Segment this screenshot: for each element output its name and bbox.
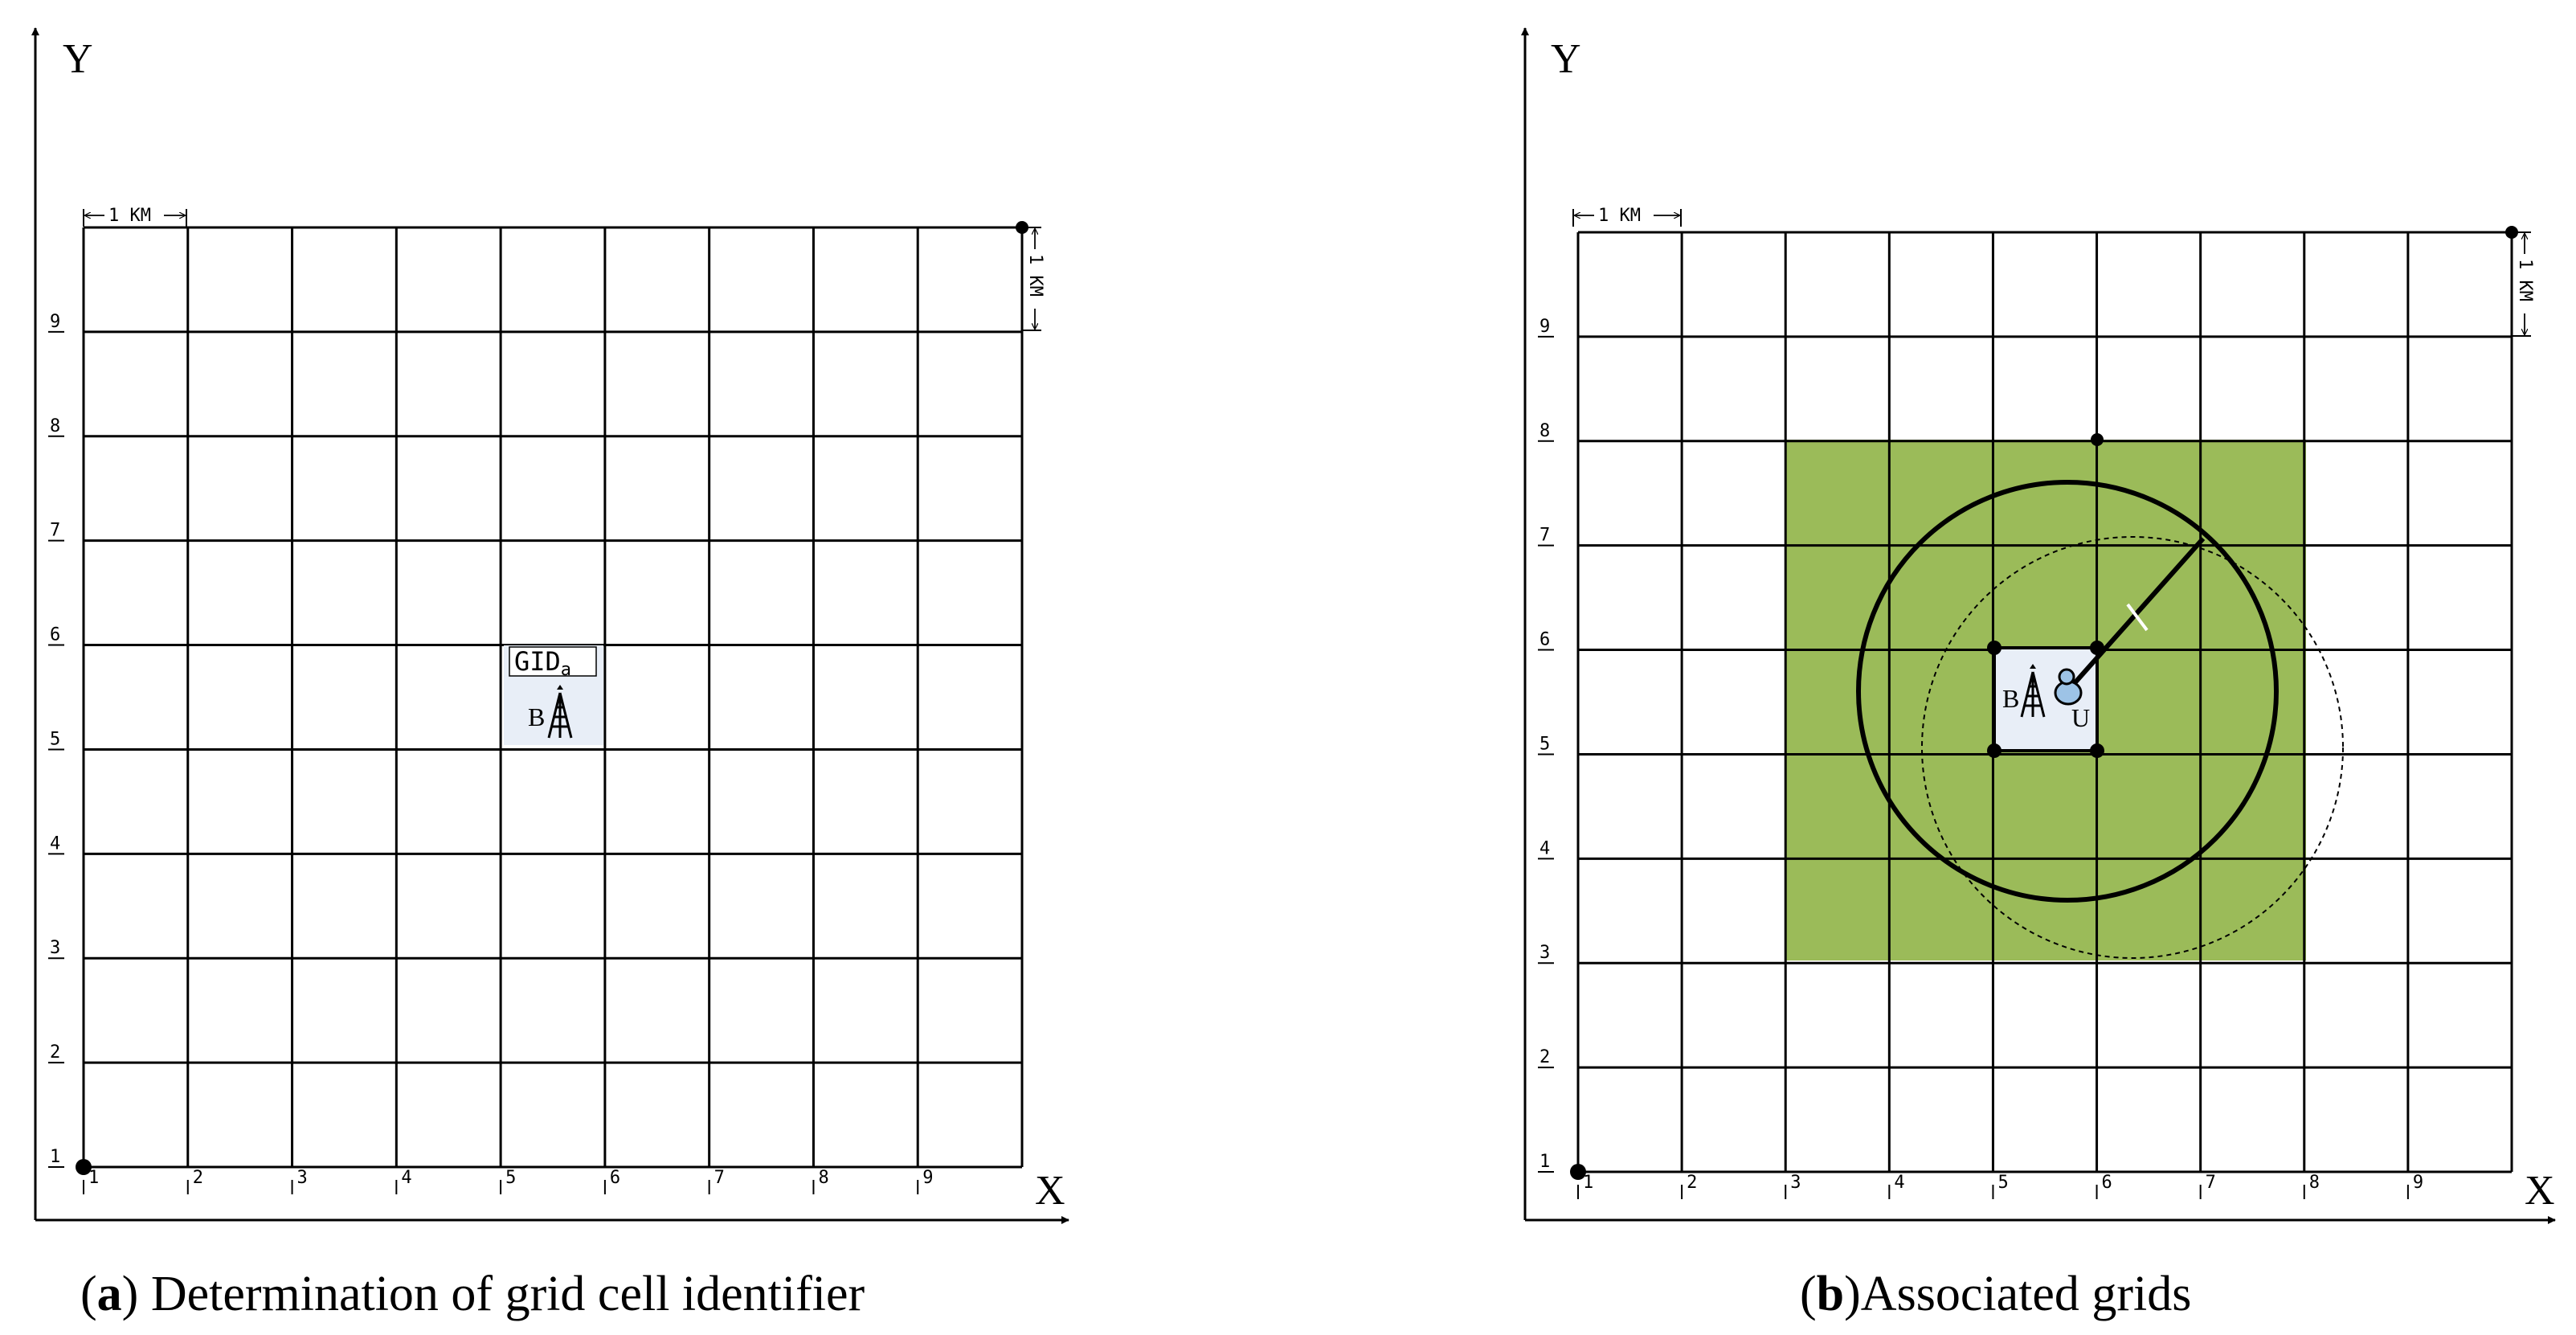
- user-label: U: [2071, 703, 2090, 732]
- x-tick-label: 7: [2206, 1173, 2216, 1193]
- x-tick-label: 7: [714, 1168, 725, 1188]
- gid-label: GIDa: [514, 646, 571, 680]
- y-tick-label: 2: [50, 1042, 60, 1063]
- x-tick-label: 5: [1997, 1173, 2008, 1193]
- scale-right-label: 1 KM: [2515, 259, 2535, 301]
- panel-b: Y X B U: [1521, 27, 2556, 1321]
- x-tick-label: 1: [1583, 1173, 1593, 1193]
- y-tick-label: 8: [50, 416, 60, 436]
- scale-bar-top: 1 KM: [83, 204, 187, 227]
- x-tick-label: 5: [505, 1168, 516, 1188]
- grid: [82, 226, 1024, 1169]
- y-tick-label: 7: [1539, 526, 1550, 546]
- x-axis-label: X: [2525, 1168, 2555, 1214]
- origin-point: [1570, 1164, 1586, 1180]
- antenna-tower-icon: [2020, 664, 2046, 718]
- gid-label-box: [509, 646, 597, 677]
- y-tick-label: 6: [50, 625, 60, 645]
- x-axis-label: X: [1035, 1168, 1065, 1214]
- x-tick-label: 6: [610, 1168, 620, 1188]
- y-tick-label: 7: [50, 521, 60, 541]
- caption-a: (a) Determination of grid cell identifie…: [80, 1267, 865, 1321]
- bs-label: B: [528, 702, 545, 731]
- scale-bar-top: 1 KM: [1572, 204, 1682, 227]
- antenna-tower-icon: [547, 685, 573, 739]
- origin-point: [76, 1159, 92, 1175]
- y-tick-labels: 1 2 3 4 5 6 7 8 9: [1538, 317, 1554, 1173]
- bs-label: B: [2002, 684, 2019, 713]
- panel-a: Y X GIDa B 1 KM 1 KM: [31, 27, 1069, 1321]
- x-tick-label: 3: [297, 1168, 308, 1188]
- caption-b: (b)Associated grids: [1800, 1267, 2191, 1321]
- scale-top-label: 1 KM: [108, 206, 151, 226]
- y-tick-label: 3: [1539, 943, 1550, 963]
- x-tick-labels: 1 2 3 4 5 6 7 8 9: [83, 1168, 933, 1194]
- y-tick-label: 9: [50, 312, 60, 332]
- scale-bar-right: 1 KM: [1022, 227, 1046, 331]
- x-tick-label: 6: [2102, 1173, 2112, 1193]
- y-tick-label: 6: [1539, 630, 1550, 650]
- radius-tick: [2126, 603, 2149, 632]
- y-tick-label: 4: [1539, 838, 1550, 858]
- x-tick-label: 2: [193, 1168, 203, 1188]
- x-tick-label: 2: [1687, 1173, 1697, 1193]
- y-tick-label: 2: [1539, 1047, 1550, 1067]
- y-tick-label: 8: [1539, 421, 1550, 441]
- x-tick-labels: 1 2 3 4 5 6 7 8 9: [1577, 1173, 2423, 1199]
- y-tick-label: 1: [50, 1147, 60, 1167]
- y-tick-label: 9: [1539, 317, 1550, 337]
- x-tick-label: 3: [1790, 1173, 1801, 1193]
- y-tick-label: 4: [50, 833, 60, 854]
- user-icon: [2054, 668, 2083, 706]
- y-tick-labels: 1 2 3 4 5 6 7 8 9: [48, 312, 64, 1168]
- coverage-circle-dashed: [1921, 536, 2344, 959]
- corner-point: [1016, 221, 1028, 234]
- x-tick-label: 9: [922, 1168, 933, 1188]
- corner-point: [2505, 226, 2518, 239]
- x-tick-label: 9: [2413, 1173, 2423, 1193]
- y-tick-label: 5: [1539, 734, 1550, 754]
- scale-bar-right: 1 KM: [2512, 231, 2536, 337]
- y-tick-label: 1: [1539, 1152, 1550, 1172]
- x-tick-label: 8: [2309, 1173, 2320, 1193]
- y-tick-label: 5: [50, 729, 60, 749]
- y-axis-label: Y: [63, 36, 93, 82]
- y-tick-label: 3: [50, 938, 60, 958]
- scale-right-label: 1 KM: [1025, 254, 1045, 297]
- y-axis-label: Y: [1551, 36, 1581, 82]
- coverage-circle: [1856, 480, 2279, 903]
- x-tick-label: 1: [88, 1168, 99, 1188]
- x-tick-label: 4: [1894, 1173, 1904, 1193]
- x-tick-label: 4: [401, 1168, 411, 1188]
- vertex-points: [1987, 433, 2104, 758]
- x-tick-label: 8: [818, 1168, 828, 1188]
- scale-top-label: 1 KM: [1598, 206, 1641, 226]
